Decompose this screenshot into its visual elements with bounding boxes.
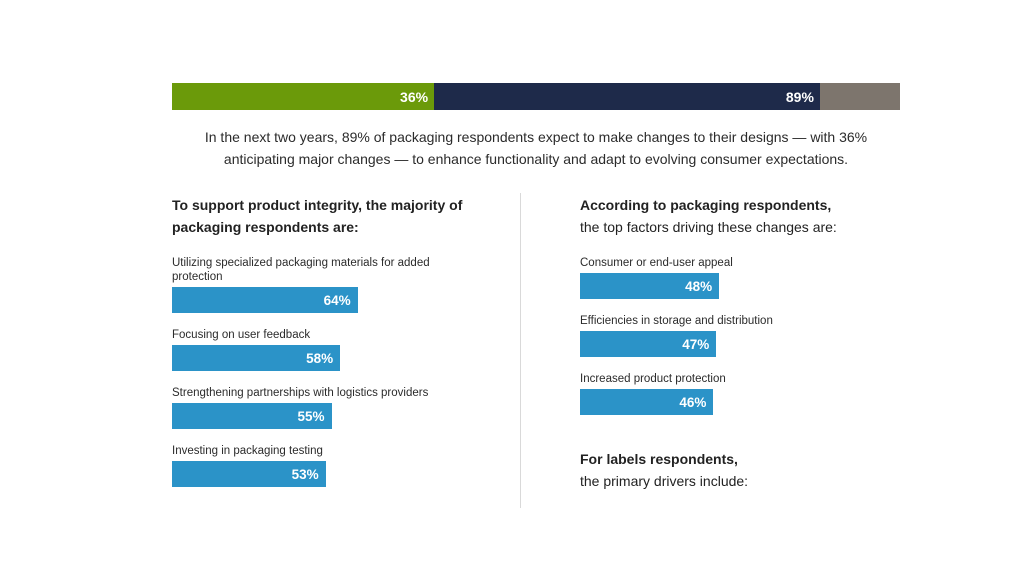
- bar-value-label: 47%: [682, 336, 710, 352]
- column-divider: [520, 193, 521, 508]
- bar-item: Consumer or end-user appeal 48%: [580, 256, 880, 299]
- bar-item: Efficiencies in storage and distribution…: [580, 314, 880, 357]
- major-changes-value: 36%: [400, 88, 429, 105]
- left-heading-line-1: To support product integrity, the majori…: [172, 197, 463, 213]
- bar-category-label: Utilizing specialized packaging material…: [172, 257, 430, 283]
- bar-item: Focusing on user feedback 58%: [172, 328, 472, 371]
- left-heading-line-2: packaging respondents are:: [172, 219, 359, 235]
- bar-category-label: Investing in packaging testing: [172, 445, 323, 457]
- bar: 53%: [172, 461, 326, 487]
- intro-line-2: anticipating major changes — to enhance …: [223, 151, 849, 167]
- left-heading: To support product integrity, the majori…: [172, 194, 492, 238]
- bar: 55%: [172, 403, 332, 429]
- bar: 47%: [580, 331, 717, 357]
- bar-item: Strengthening partnerships with logistic…: [172, 386, 472, 429]
- bar-category-label: Focusing on user feedback: [172, 329, 311, 341]
- bar-category-label: Efficiencies in storage and distribution: [580, 315, 773, 327]
- bar-value-label: 46%: [679, 394, 707, 410]
- bar-category-label: Strengthening partnerships with logistic…: [172, 387, 429, 399]
- bar-category-label: Increased product protection: [580, 373, 726, 385]
- labels-section: For labels respondents, the primary driv…: [580, 448, 900, 492]
- any-changes-value: 89%: [785, 88, 814, 105]
- major-changes-segment: 36%: [172, 83, 435, 110]
- bar: 58%: [172, 345, 341, 371]
- right-column: According to packaging respondents, the …: [580, 194, 900, 238]
- labels-heading-line-1: For labels respondents,: [580, 451, 738, 467]
- bar-value-label: 55%: [297, 408, 325, 424]
- right-heading: According to packaging respondents, the …: [580, 194, 900, 238]
- bar-item: Investing in packaging testing 53%: [172, 444, 472, 487]
- right-heading-line-1: According to packaging respondents,: [580, 197, 832, 213]
- any-changes-segment: 89%: [434, 83, 820, 110]
- changes-stacked-bar: 36% 89%: [172, 83, 900, 110]
- no-changes-segment: [819, 83, 900, 110]
- bar-category-label: Consumer or end-user appeal: [580, 257, 733, 269]
- intro-text: In the next two years, 89% of packaging …: [172, 126, 900, 170]
- bar: 46%: [580, 389, 714, 415]
- bar: 64%: [172, 287, 358, 313]
- bar-item: Utilizing specialized packaging material…: [172, 256, 472, 313]
- intro-line-1: In the next two years, 89% of packaging …: [204, 129, 868, 145]
- bar-item: Increased product protection 46%: [580, 372, 880, 415]
- bar-value-label: 64%: [323, 292, 351, 308]
- bar-value-label: 53%: [291, 466, 319, 482]
- labels-heading: For labels respondents, the primary driv…: [580, 448, 900, 492]
- bar-value-label: 58%: [306, 350, 334, 366]
- bar-value-label: 48%: [685, 278, 713, 294]
- left-column: To support product integrity, the majori…: [172, 194, 492, 238]
- bar: 48%: [580, 273, 720, 299]
- right-heading-line-2: the top factors driving these changes ar…: [580, 219, 837, 235]
- labels-heading-line-2: the primary drivers include:: [580, 473, 749, 489]
